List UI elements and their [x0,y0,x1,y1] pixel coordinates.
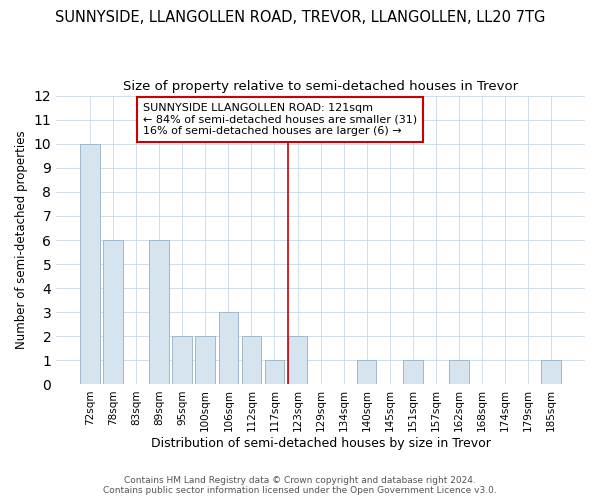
Text: SUNNYSIDE, LLANGOLLEN ROAD, TREVOR, LLANGOLLEN, LL20 7TG: SUNNYSIDE, LLANGOLLEN ROAD, TREVOR, LLAN… [55,10,545,25]
Bar [541,360,561,384]
Bar [288,336,307,384]
X-axis label: Distribution of semi-detached houses by size in Trevor: Distribution of semi-detached houses by … [151,437,491,450]
Bar [242,336,261,384]
Bar [218,312,238,384]
Text: Contains HM Land Registry data © Crown copyright and database right 2024.
Contai: Contains HM Land Registry data © Crown c… [103,476,497,495]
Bar [172,336,192,384]
Bar [449,360,469,384]
Y-axis label: Number of semi-detached properties: Number of semi-detached properties [15,130,28,350]
Bar [265,360,284,384]
Title: Size of property relative to semi-detached houses in Trevor: Size of property relative to semi-detach… [123,80,518,93]
Text: SUNNYSIDE LLANGOLLEN ROAD: 121sqm
← 84% of semi-detached houses are smaller (31): SUNNYSIDE LLANGOLLEN ROAD: 121sqm ← 84% … [143,103,417,136]
Bar [149,240,169,384]
Bar [80,144,100,384]
Bar [103,240,123,384]
Bar [357,360,376,384]
Bar [196,336,215,384]
Bar [403,360,422,384]
